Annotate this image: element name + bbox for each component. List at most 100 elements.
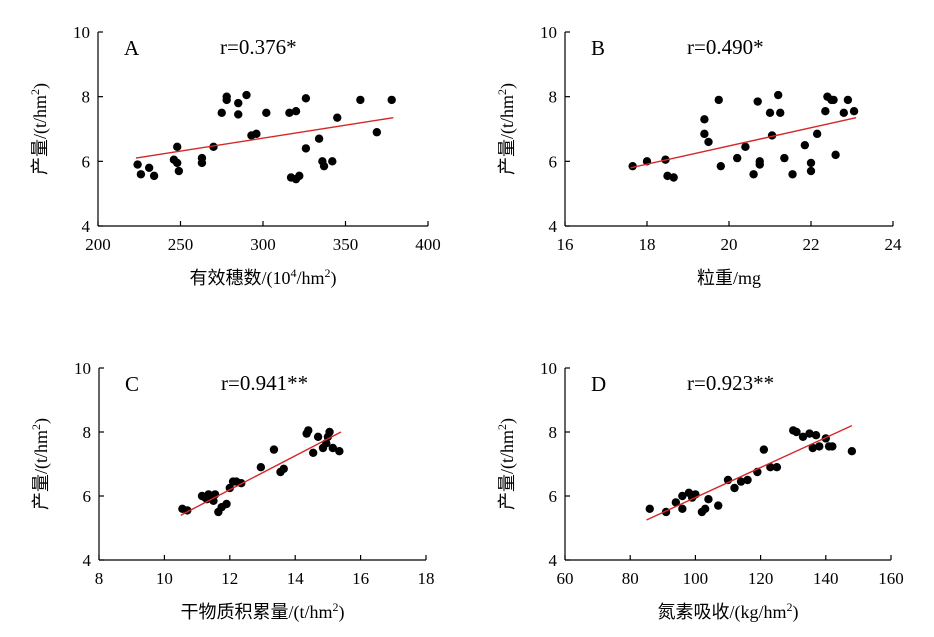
scatter-point — [133, 160, 142, 169]
scatter-point — [291, 107, 301, 116]
scatter-point — [372, 128, 382, 137]
scatter-point — [319, 161, 329, 171]
correlation-label: r=0.490* — [687, 35, 764, 59]
scatter-point — [704, 495, 713, 504]
panel-letter: D — [591, 372, 606, 396]
scatter-point — [704, 137, 713, 147]
scatter-point — [765, 108, 775, 118]
panel-b: 16 18 20 22 24 4 6 8 10 B r=0.490* 粒重/mg 产量/(t/hm2) — [495, 23, 902, 288]
scatter-point — [767, 131, 777, 140]
scatter-point — [788, 170, 797, 179]
x-axis-label: 有效穗数/(104/hm2) — [189, 266, 336, 289]
scatter-point — [847, 447, 857, 456]
x-tick-label: 12 — [221, 569, 238, 588]
x-axis-label: 干物质积累量/(t/hm2) — [181, 600, 345, 623]
scatter-point — [714, 95, 723, 105]
trend-line — [646, 424, 853, 521]
trend-line — [630, 117, 857, 169]
scatter-point — [335, 447, 344, 456]
scatter-point — [678, 504, 687, 513]
correlation-label: r=0.941** — [221, 371, 308, 395]
y-tick-label: 10 — [74, 359, 91, 378]
scatter-point — [772, 463, 782, 472]
scatter-point — [285, 108, 294, 118]
y-axis-label: 产量/(t/hm2) — [495, 418, 518, 510]
x-tick-label: 160 — [878, 569, 904, 588]
scatter-point — [279, 464, 288, 473]
scatter-point — [700, 115, 709, 124]
correlation-label: r=0.923** — [687, 371, 774, 395]
y-axis-label: 产量/(t/hm2) — [495, 83, 518, 175]
scatter-point — [800, 140, 810, 150]
scatter-point — [323, 432, 333, 441]
y-tick-label: 8 — [549, 423, 558, 442]
y-tick-label: 10 — [540, 23, 557, 42]
trend-line — [135, 116, 394, 159]
scatter-point — [313, 432, 323, 441]
scatter-point — [741, 142, 750, 151]
y-tick-label: 6 — [549, 152, 558, 171]
scatter-point — [808, 443, 817, 453]
y-tick-label: 4 — [83, 551, 92, 570]
x-tick-label: 350 — [333, 235, 359, 254]
scatter-point — [755, 160, 764, 169]
scatter-point — [736, 477, 746, 486]
scatter-point — [733, 153, 742, 163]
scatter-point — [815, 442, 824, 451]
x-tick-label: 120 — [748, 569, 774, 588]
scatter-point — [805, 429, 814, 438]
scatter-point — [700, 504, 710, 513]
scatter-point — [812, 129, 822, 139]
scatter-point — [356, 95, 365, 105]
scatter-point — [173, 158, 182, 168]
scatter-point — [671, 498, 681, 507]
correlation-label: r=0.376* — [220, 35, 297, 59]
scatter-point — [301, 144, 311, 153]
scatter-point — [234, 110, 243, 119]
y-tick-label: 4 — [82, 217, 91, 236]
x-tick-label: 140 — [813, 569, 839, 588]
scatter-point — [173, 142, 182, 151]
panel-d: 60 80 100 120 140 160 4 6 8 10 D r=0.923** 氮素吸收/(kg/… — [495, 359, 904, 623]
y-tick-label: 4 — [549, 217, 558, 236]
y-axis-label: 产量/(t/hm2) — [29, 418, 52, 510]
panel-letter: B — [591, 36, 605, 60]
x-tick-label: 80 — [622, 569, 639, 588]
scatter-point — [714, 501, 723, 510]
scatter-point — [839, 108, 848, 118]
scatter-point — [149, 171, 159, 181]
x-tick-label: 250 — [168, 235, 194, 254]
scatter-point — [843, 95, 853, 105]
y-axis-label: 产量/(t/hm2) — [28, 83, 51, 175]
panel-c: 8 10 12 14 16 18 4 6 8 10 C r=0.941** 干物质积累量/(t/hm2)… — [29, 359, 435, 623]
scatter-point — [304, 426, 313, 435]
scatter-point — [197, 158, 207, 168]
scatter-point — [749, 170, 758, 179]
trend-line — [180, 431, 342, 516]
scatter-point — [753, 97, 762, 106]
x-tick-label: 200 — [85, 235, 111, 254]
scatter-point — [217, 108, 226, 118]
scatter-point — [222, 499, 231, 509]
panel-letter: A — [124, 36, 140, 60]
panel-letter: C — [125, 372, 139, 396]
scatter-point — [262, 108, 271, 118]
y-tick-label: 6 — [83, 487, 92, 506]
x-tick-label: 24 — [885, 235, 903, 254]
scatter-point — [222, 95, 231, 105]
scatter-point — [759, 445, 769, 454]
scatter-point — [252, 129, 261, 139]
y-tick-label: 6 — [82, 152, 91, 171]
scatter-point — [743, 475, 752, 485]
scatter-point — [333, 113, 342, 122]
scatter-point — [730, 483, 739, 493]
scatter-point — [806, 158, 816, 168]
scatter-point — [700, 129, 709, 139]
scatter-point — [774, 90, 783, 100]
x-axis-label: 粒重/mg — [697, 268, 761, 288]
scatter-point — [242, 90, 251, 100]
scatter-point — [136, 170, 146, 179]
x-tick-label: 8 — [95, 569, 104, 588]
x-tick-label: 18 — [418, 569, 435, 588]
scatter-point — [314, 134, 324, 143]
